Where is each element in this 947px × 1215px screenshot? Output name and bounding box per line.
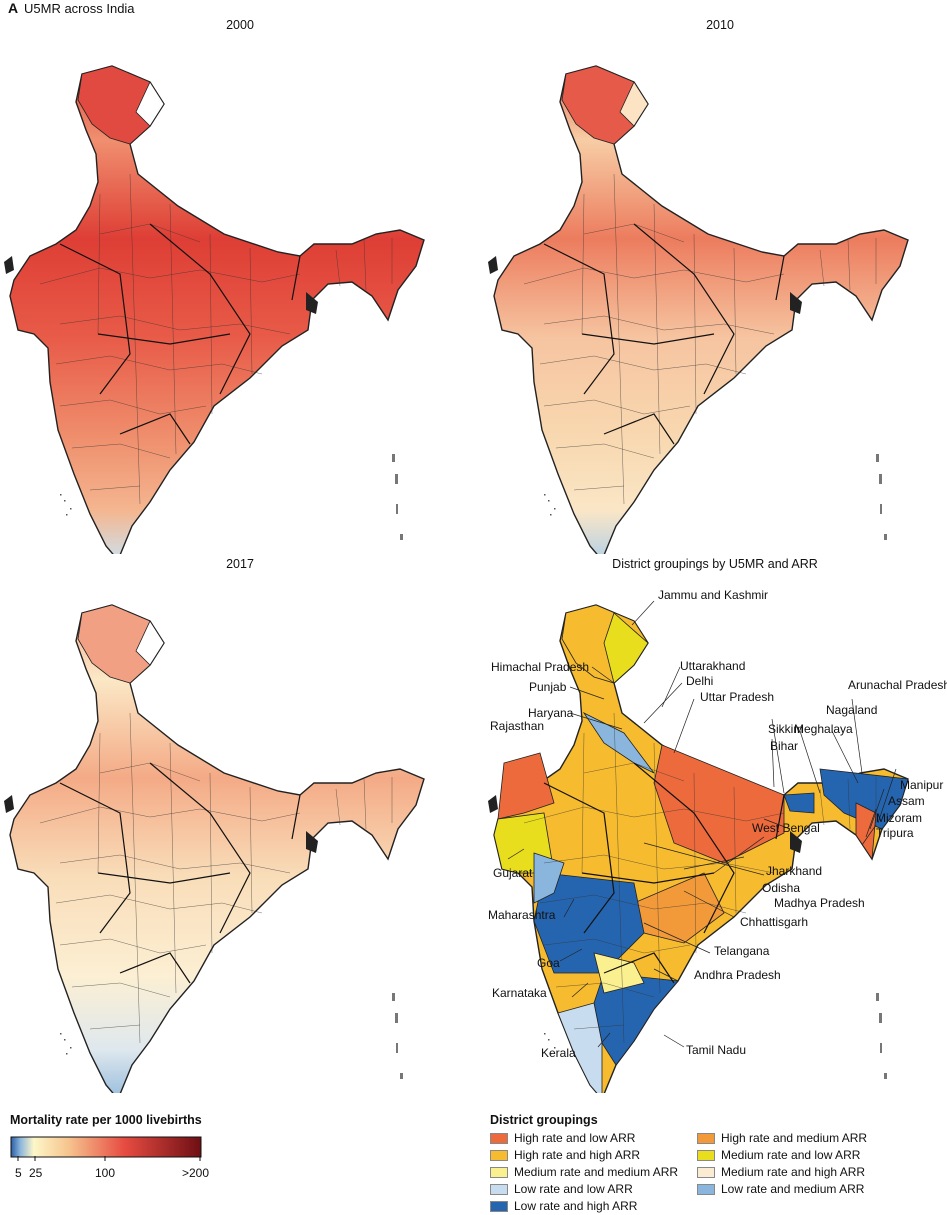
label-odisha: Odisha: [762, 881, 801, 895]
label-goa: Goa: [537, 956, 560, 970]
label-telangana: Telangana: [714, 944, 770, 958]
groupings-title: District groupings: [490, 1113, 598, 1127]
legend-item: High rate and low ARR: [490, 1131, 635, 1145]
legend-label: High rate and high ARR: [514, 1148, 641, 1162]
legend-label: High rate and low ARR: [514, 1131, 636, 1145]
legend-item: Medium rate and high ARR: [697, 1165, 865, 1179]
label-mizoram: Mizoram: [876, 811, 923, 825]
label-tripura: Tripura: [876, 826, 914, 840]
panel-title-2010: 2010: [706, 18, 734, 32]
legend-swatch: [490, 1166, 508, 1178]
legend-item: High rate and high ARR: [490, 1148, 640, 1162]
legend-swatch: [490, 1200, 508, 1212]
label-kerala: Kerala: [541, 1046, 576, 1060]
legend-label: Low rate and low ARR: [514, 1182, 633, 1196]
legend-swatch: [490, 1183, 508, 1195]
label-west-bengal: West Bengal: [752, 821, 820, 835]
label-nagaland: Nagaland: [826, 703, 878, 717]
map-groupings: [488, 600, 909, 1093]
colorbar-title: Mortality rate per 1000 livebirths: [10, 1113, 202, 1127]
colorbar: [10, 1136, 202, 1161]
label-bihar: Bihar: [770, 739, 799, 753]
map-2017: [4, 604, 425, 1093]
legend-item: Low rate and high ARR: [490, 1199, 637, 1213]
label-arunachal-pradesh: Arunachal Pradesh: [848, 678, 947, 692]
label-sikkim: Sikkim: [768, 722, 804, 736]
panel-title-2000: 2000: [226, 18, 254, 32]
label-chhattisgarh: Chhattisgarh: [740, 915, 809, 929]
legend-item: Medium rate and low ARR: [697, 1148, 860, 1162]
legend-swatch: [490, 1149, 508, 1161]
legend-swatch: [697, 1166, 715, 1178]
legend-label: Medium rate and high ARR: [721, 1165, 866, 1179]
panel-title-groupings: District groupings by U5MR and ARR: [612, 557, 818, 571]
legend-item: High rate and medium ARR: [697, 1131, 867, 1145]
label-maharashtra: Maharashtra: [488, 908, 556, 922]
legend-label: Medium rate and low ARR: [721, 1148, 861, 1162]
label-karnataka: Karnataka: [492, 986, 547, 1000]
label-manipur: Manipur: [900, 778, 944, 792]
panel-title-2017: 2017: [226, 557, 254, 571]
colorbar-tick-200: >200: [182, 1166, 210, 1180]
label-jammu-kashmir: Jammu and Kashmir: [658, 588, 769, 602]
map-2000: [4, 65, 425, 554]
label-delhi: Delhi: [686, 674, 714, 688]
legend-swatch: [697, 1132, 715, 1144]
label-tamil-nadu: Tamil Nadu: [686, 1043, 747, 1057]
legend-label: Low rate and high ARR: [514, 1199, 638, 1213]
legend-swatch: [697, 1183, 715, 1195]
label-jharkhand: Jharkhand: [766, 864, 823, 878]
legend-label: High rate and medium ARR: [721, 1131, 868, 1145]
label-punjab: Punjab: [529, 680, 567, 694]
label-madhya-pradesh: Madhya Pradesh: [774, 896, 865, 910]
label-uttar-pradesh: Uttar Pradesh: [700, 690, 775, 704]
label-himachal-pradesh: Himachal Pradesh: [491, 660, 590, 674]
label-gujarat: Gujarat: [493, 866, 533, 880]
legend-swatch: [490, 1132, 508, 1144]
colorbar-tick-100: 100: [95, 1166, 116, 1180]
legend-label: Medium rate and medium ARR: [514, 1165, 679, 1179]
legend-label: Low rate and medium ARR: [721, 1182, 865, 1196]
legend-item: Low rate and medium ARR: [697, 1182, 864, 1196]
label-assam: Assam: [888, 794, 925, 808]
figure-title: U5MR across India: [24, 1, 135, 16]
legend-swatch: [697, 1149, 715, 1161]
legend-item: Medium rate and medium ARR: [490, 1165, 678, 1179]
legend-item: Low rate and low ARR: [490, 1182, 633, 1196]
panel-letter: A: [8, 0, 19, 16]
label-haryana: Haryana: [528, 706, 574, 720]
label-uttarakhand: Uttarakhand: [680, 659, 746, 673]
label-rajasthan: Rajasthan: [490, 719, 545, 733]
colorbar-tick-25: 25: [29, 1166, 43, 1180]
colorbar-tick-5: 5: [15, 1166, 22, 1180]
map-2010: [488, 65, 909, 554]
label-meghalaya: Meghalaya: [794, 722, 853, 736]
label-andhra-pradesh: Andhra Pradesh: [694, 968, 781, 982]
